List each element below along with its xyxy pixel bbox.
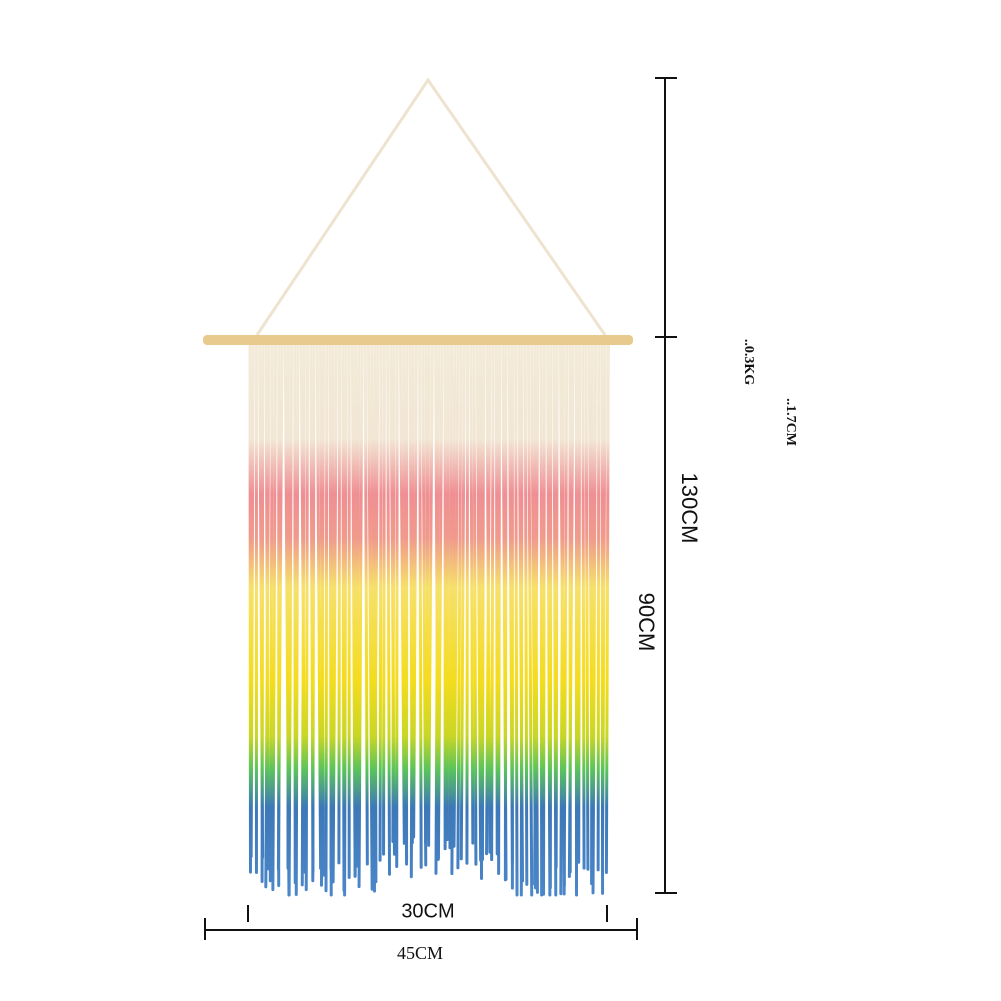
strand xyxy=(423,340,431,845)
fringe-length-label: 90CM xyxy=(634,593,659,652)
strand xyxy=(366,340,374,891)
strand xyxy=(386,340,391,876)
strand xyxy=(331,340,338,884)
strand xyxy=(542,340,546,896)
strand xyxy=(526,340,534,897)
strand xyxy=(398,340,406,845)
strand xyxy=(391,340,396,843)
dimension-lines xyxy=(204,77,677,940)
strand xyxy=(324,340,329,893)
strand xyxy=(577,340,582,864)
fringe xyxy=(248,340,610,897)
rod-diameter-label: ..1.7CM xyxy=(783,398,798,446)
wall-hanging xyxy=(203,77,633,897)
strand xyxy=(523,340,529,886)
rod-width-label: 45CM xyxy=(397,943,443,963)
strand xyxy=(276,340,284,871)
strand xyxy=(465,340,470,865)
strand xyxy=(554,340,559,869)
strand xyxy=(519,340,524,897)
strand xyxy=(452,340,460,848)
strand xyxy=(372,340,380,874)
wooden-rod xyxy=(203,335,633,345)
strand xyxy=(533,340,540,886)
strand xyxy=(300,340,306,887)
strand xyxy=(596,340,601,872)
strand xyxy=(315,340,323,870)
strand xyxy=(329,340,335,870)
strand xyxy=(343,340,348,897)
strand xyxy=(427,340,434,841)
strand xyxy=(271,340,278,892)
weight-label: ..0.3KG xyxy=(741,339,756,385)
total-height-label: 130CM xyxy=(677,473,702,544)
strand xyxy=(456,340,463,870)
strand xyxy=(319,340,326,887)
strand xyxy=(480,340,486,862)
strand xyxy=(445,340,450,842)
strand xyxy=(584,340,590,871)
strand xyxy=(514,340,519,897)
strand xyxy=(382,340,386,856)
hanging-cord xyxy=(255,77,607,336)
strand xyxy=(378,340,383,862)
strand xyxy=(562,340,569,896)
strand xyxy=(604,340,610,874)
strand xyxy=(450,340,457,876)
strand xyxy=(418,340,423,869)
strand xyxy=(304,340,310,892)
hanging-width-label: 30CM xyxy=(401,900,454,922)
strand xyxy=(497,340,502,876)
strand xyxy=(591,340,598,895)
strand xyxy=(249,340,255,858)
strand xyxy=(264,340,271,889)
strand xyxy=(469,340,475,845)
strand xyxy=(494,340,499,856)
strand xyxy=(485,340,492,856)
strand xyxy=(434,340,441,875)
strand xyxy=(448,340,454,850)
strand xyxy=(590,340,594,886)
strand xyxy=(581,340,586,870)
strand xyxy=(260,340,265,883)
strand xyxy=(287,340,294,897)
strand xyxy=(409,340,415,879)
strand xyxy=(363,340,369,866)
strand xyxy=(412,340,418,839)
strand xyxy=(472,340,478,866)
strand xyxy=(268,340,274,883)
strand xyxy=(459,340,466,861)
strand xyxy=(337,340,342,865)
strand xyxy=(503,340,508,882)
strand xyxy=(567,340,575,878)
strand xyxy=(490,340,495,862)
strand xyxy=(311,340,316,883)
strand xyxy=(559,340,566,896)
strand xyxy=(601,340,607,858)
strand xyxy=(294,340,300,896)
strand xyxy=(357,340,364,889)
strand xyxy=(355,340,361,868)
strand xyxy=(436,340,444,860)
